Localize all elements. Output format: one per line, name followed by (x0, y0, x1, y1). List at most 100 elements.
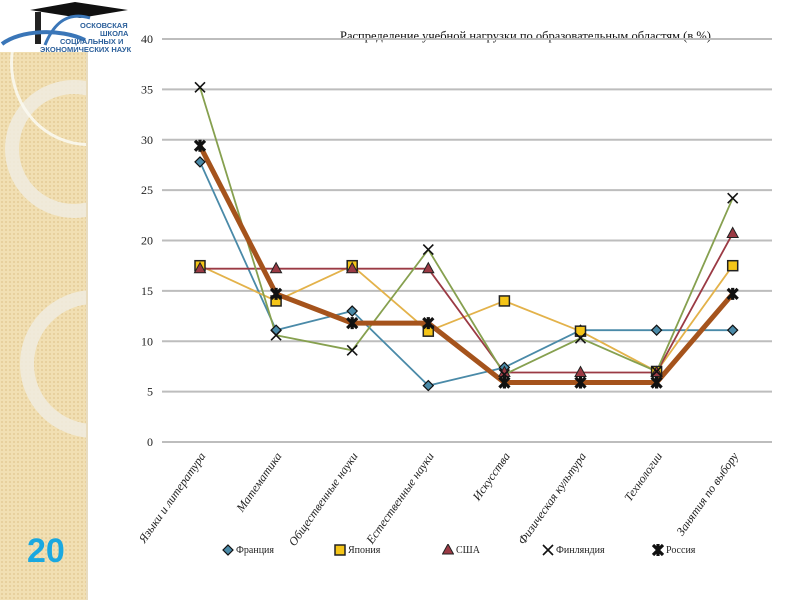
logo-line: ШКОЛА (100, 29, 129, 38)
decorative-side-panel (0, 0, 88, 600)
x-marker (651, 365, 663, 378)
legend-label: Япония (348, 544, 381, 556)
star-marker (498, 376, 511, 389)
y-tick-label: 15 (141, 284, 153, 298)
data-point (650, 324, 663, 337)
data-point (727, 192, 739, 204)
legend-label: Франция (236, 544, 274, 556)
star-marker (652, 544, 664, 556)
data-point (346, 344, 358, 356)
logo-line: ЭКОНОМИЧЕСКИХ НАУК (40, 45, 132, 54)
slide-number: 20 (27, 532, 65, 570)
data-point (345, 261, 359, 274)
legend-item: Франция (222, 544, 274, 556)
triangle-marker (574, 365, 587, 377)
x-tick-label: Общественные науки (286, 450, 361, 549)
triangle-marker (421, 261, 435, 274)
school-logo: ОСКОВСКАЯ ШКОЛА СОЦИАЛЬНЫХ И ЭКОНОМИЧЕСК… (0, 0, 155, 54)
y-tick-label: 35 (141, 82, 153, 96)
series-line-Япония (199, 264, 734, 373)
data-point (193, 139, 207, 152)
x-icon (542, 544, 554, 556)
data-point (726, 287, 739, 301)
y-tick-label: 0 (147, 435, 153, 449)
x-tick-label: Технологии (621, 450, 665, 504)
chart-legend: Франция Япония США Финляндия Россия (222, 544, 742, 560)
diamond-marker (222, 544, 234, 556)
x-tick-label: Математика (233, 450, 285, 516)
logo-graphic (0, 0, 155, 52)
data-point (193, 261, 207, 274)
x-marker (346, 344, 358, 356)
star-icon (652, 544, 664, 556)
data-point (574, 325, 587, 337)
legend-item: Финляндия (542, 544, 605, 556)
legend-item: Россия (652, 544, 695, 556)
star-marker (650, 376, 663, 389)
series-line-Франция (199, 161, 733, 387)
data-point (650, 376, 663, 389)
logo-text: ОСКОВСКАЯ ШКОЛА СОЦИАЛЬНЫХ И ЭКОНОМИЧЕСК… (40, 21, 131, 54)
x-tick-label: Естественные науки (363, 450, 437, 547)
star-marker (269, 287, 283, 301)
legend-label: Россия (666, 544, 696, 556)
star-marker (574, 376, 587, 389)
legend-label: Финляндия (556, 544, 605, 556)
data-point (422, 316, 435, 330)
x-marker (422, 244, 434, 256)
square-icon (334, 544, 346, 556)
legend-label: США (456, 544, 480, 556)
logo-line: СОЦИАЛЬНЫХ И (60, 37, 124, 46)
star-marker (193, 139, 207, 152)
data-point (422, 379, 435, 392)
data-point (651, 365, 663, 378)
y-tick-label: 30 (141, 133, 153, 147)
y-tick-label: 10 (141, 334, 153, 348)
triangle-marker (193, 261, 207, 274)
data-point (574, 365, 587, 377)
data-point (726, 226, 740, 238)
square-marker (574, 325, 587, 337)
data-point (498, 376, 511, 389)
diamond-marker (650, 324, 663, 337)
series-line-Россия (197, 144, 735, 386)
x-marker (574, 332, 587, 344)
data-point (194, 81, 206, 93)
diamond-marker (422, 379, 435, 392)
diamond-icon (222, 544, 234, 556)
y-tick-label: 5 (147, 385, 153, 399)
x-tick-label: Физическая культура (515, 450, 589, 547)
x-tick-label: Искусства (469, 450, 513, 504)
diamond-marker (726, 324, 739, 337)
logo-line: ОСКОВСКАЯ (80, 21, 128, 30)
series-line-Финляндия (199, 87, 734, 376)
x-marker (194, 81, 206, 93)
diamond-marker (346, 305, 359, 317)
triangle-marker (442, 544, 454, 555)
square-marker (498, 295, 511, 307)
x-marker (270, 329, 282, 341)
data-point (422, 244, 434, 256)
y-tick-label: 40 (141, 32, 153, 46)
series-line-США (200, 233, 734, 374)
legend-item: США (442, 544, 480, 556)
data-point (194, 156, 206, 168)
data-point (269, 287, 283, 301)
data-point (726, 324, 739, 337)
data-point (574, 376, 587, 389)
data-point (726, 259, 739, 272)
triangle-marker (269, 261, 283, 274)
square-marker (334, 544, 346, 556)
data-point (270, 329, 282, 341)
x-marker (727, 192, 739, 204)
x-tick-label: Языки и литература (135, 450, 208, 547)
data-point (346, 316, 359, 330)
square-marker (726, 259, 739, 272)
data-point (498, 295, 511, 307)
data-point (421, 261, 435, 274)
triangle-marker (345, 261, 359, 274)
x-tick-label: Занятия по выбору (673, 449, 741, 538)
star-marker (346, 316, 359, 330)
data-point (574, 332, 587, 344)
